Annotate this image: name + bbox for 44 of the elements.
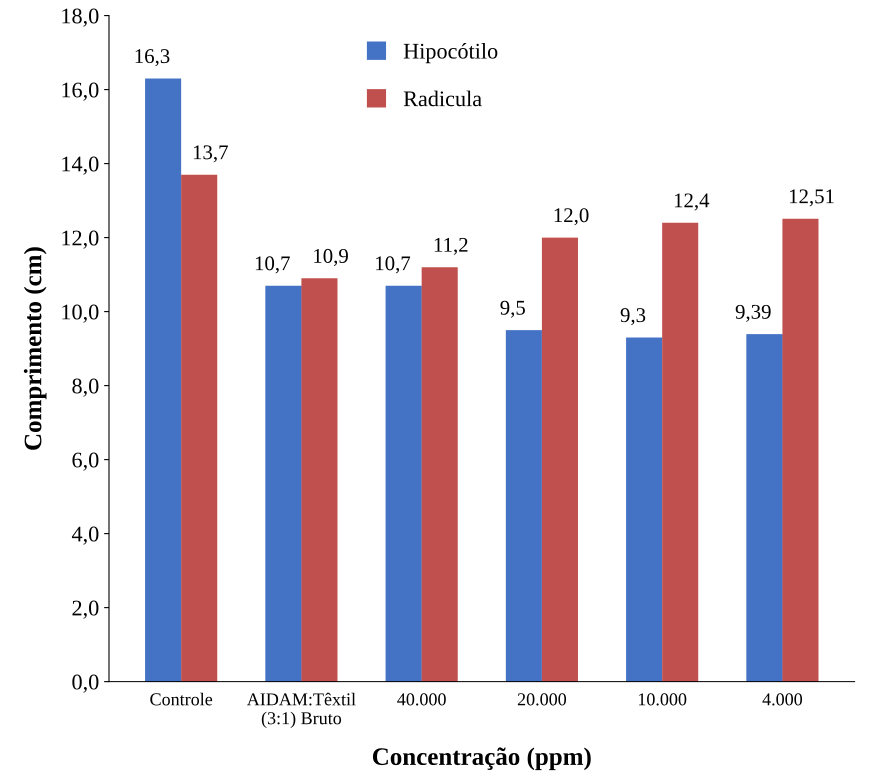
bar <box>746 334 782 682</box>
y-tick-label: 14,0 <box>62 156 98 175</box>
y-tick-label: 12,0 <box>62 230 98 249</box>
legend-label: Hipocótilo <box>404 43 498 64</box>
y-tick-label: 2,0 <box>72 600 98 619</box>
bar <box>626 338 662 682</box>
data-label: 10,7 <box>376 256 410 274</box>
data-label: 13,7 <box>194 145 228 162</box>
x-tick-label: AIDAM:Têxtil (3:1) Bruto <box>246 692 356 728</box>
y-tick-label: 8,0 <box>72 378 98 397</box>
x-tick-label: 10.000 <box>638 693 686 706</box>
x-axis-title: Concentração (ppm) <box>372 747 591 770</box>
bar <box>506 330 542 682</box>
bar <box>386 286 422 682</box>
y-axis-title: Comprimento (cm) <box>24 247 46 450</box>
x-tick-label: 20.000 <box>518 693 566 706</box>
y-tick-label: 16,0 <box>62 82 98 101</box>
x-tick-label: Controle <box>150 692 212 706</box>
data-label: 12,51 <box>790 189 834 206</box>
data-label: 11,2 <box>434 238 468 255</box>
data-label: 12,0 <box>554 208 588 226</box>
data-label: 16,3 <box>136 49 170 66</box>
x-tick-label: 40.000 <box>397 693 446 706</box>
bar <box>301 278 338 682</box>
data-label: 9,39 <box>736 304 771 322</box>
data-label: 10,7 <box>256 256 290 274</box>
y-tick-label: 4,0 <box>72 526 98 545</box>
y-tick-label: 10,0 <box>62 304 98 323</box>
data-label: 12,4 <box>674 193 710 210</box>
data-label: 10,9 <box>314 248 348 266</box>
data-label: 9,5 <box>500 300 525 318</box>
bar <box>782 218 818 682</box>
legend-label: Radicula <box>404 90 482 106</box>
bar <box>265 286 302 682</box>
bar <box>542 238 578 682</box>
x-tick-label: 4.000 <box>762 693 802 706</box>
data-label: 9,3 <box>620 308 646 326</box>
bar <box>145 78 182 682</box>
y-tick-label: 0,0 <box>72 674 98 693</box>
bar <box>422 267 458 682</box>
y-tick-label: 6,0 <box>72 452 98 471</box>
y-tick-label: 18,0 <box>62 8 98 27</box>
bar <box>662 222 698 682</box>
bar <box>181 174 218 682</box>
